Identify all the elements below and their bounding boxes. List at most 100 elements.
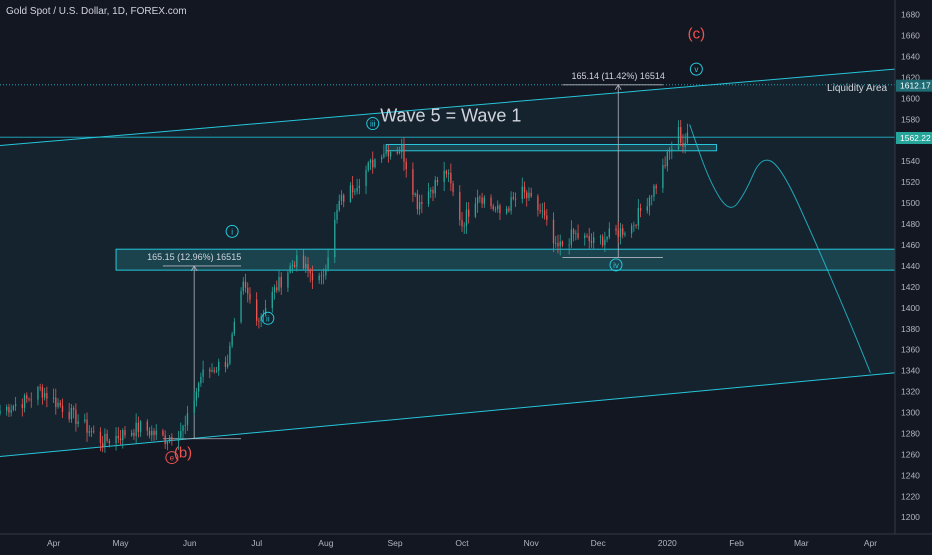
candle-body — [481, 197, 483, 204]
candle-body — [461, 219, 463, 227]
candle-body — [340, 195, 343, 201]
candle-body — [416, 193, 419, 210]
candle-body — [278, 276, 280, 291]
candle-body — [537, 196, 539, 211]
candle-body — [302, 255, 305, 269]
candle-body — [108, 440, 111, 444]
x-tick-label: Mar — [794, 538, 809, 548]
wave-circle-i — [225, 224, 239, 238]
annotation-title: Wave 5 = Wave 1 — [380, 105, 521, 125]
candle-body — [492, 206, 494, 210]
candle-body — [55, 397, 57, 407]
candle-body — [403, 144, 405, 162]
candle-body — [427, 191, 430, 205]
measure-arrow-1 — [614, 84, 622, 91]
candle-body — [622, 228, 624, 235]
candle-body — [662, 165, 664, 189]
candle-body — [305, 263, 307, 269]
candle-body — [68, 411, 70, 420]
x-tick-label: Sep — [387, 538, 402, 548]
candle-body — [264, 308, 267, 315]
wave-label: (c) — [688, 26, 706, 43]
candles-layer — [0, 119, 689, 453]
candle-body — [37, 387, 39, 400]
candle-body — [193, 400, 195, 414]
candle-body — [182, 425, 184, 432]
candle-body — [293, 264, 296, 267]
candle-body — [200, 376, 202, 384]
candle-body — [508, 208, 510, 211]
candle-body — [229, 345, 231, 364]
candle-body — [258, 320, 260, 322]
candle-body — [468, 209, 470, 217]
x-tick-label: Aug — [318, 538, 333, 548]
candle-body — [372, 159, 374, 168]
candle-body — [52, 397, 55, 399]
candle-body — [101, 443, 104, 447]
candle-body — [374, 159, 376, 168]
x-tick-label: May — [112, 538, 129, 548]
price-marker-tag — [896, 79, 932, 92]
zone-1 — [385, 143, 717, 152]
candle-body — [568, 244, 570, 246]
candle-body — [436, 180, 439, 183]
candle-body — [351, 185, 354, 193]
wave-label-v: v — [694, 65, 698, 74]
candle-body — [6, 406, 8, 411]
candle-body — [633, 225, 635, 226]
candle-body — [195, 391, 198, 401]
candle-body — [124, 430, 126, 436]
candle-body — [291, 264, 294, 267]
candle-body — [14, 404, 17, 407]
candle-body — [604, 239, 606, 246]
wave-label-iii: iii — [370, 120, 376, 129]
candle-body — [465, 209, 468, 226]
candle-body — [289, 266, 291, 273]
y-tick-label: 1640 — [901, 52, 920, 62]
candle-body — [296, 255, 298, 267]
y-tick-label: 1540 — [901, 156, 920, 166]
candle-body — [168, 436, 171, 442]
candle-body — [635, 225, 637, 226]
y-tick-label: 1440 — [901, 261, 920, 271]
candle-body — [546, 215, 548, 220]
candle-body — [452, 183, 454, 193]
candle-body — [287, 272, 289, 288]
candle-body — [445, 170, 448, 175]
candle-body — [0, 410, 1, 414]
y-tick-label: 1300 — [901, 408, 920, 418]
candle-body — [117, 435, 119, 439]
candle-body — [577, 233, 579, 238]
candle-body — [90, 431, 93, 433]
candle-body — [249, 293, 251, 300]
candle-body — [463, 225, 465, 227]
candle-body — [434, 180, 436, 194]
candle-body — [447, 172, 450, 175]
candle-body — [307, 263, 309, 270]
candle-body — [586, 235, 588, 237]
y-tick-label: 1380 — [901, 324, 920, 334]
candle-body — [543, 210, 546, 216]
candle-body — [131, 432, 133, 436]
x-tick-label: Apr — [47, 538, 60, 548]
candle-body — [86, 419, 88, 433]
candle-body — [648, 197, 651, 207]
candle-body — [512, 197, 515, 199]
candle-body — [601, 236, 604, 246]
y-tick-label: 1280 — [901, 428, 920, 438]
y-tick-label: 1460 — [901, 240, 920, 250]
candle-body — [664, 165, 666, 167]
candle-body — [61, 405, 64, 412]
candle-body — [12, 406, 15, 410]
wave-label-i: i — [231, 227, 233, 236]
measure-label: 165.15 (12.96%) 16515 — [147, 252, 241, 262]
candle-body — [338, 200, 340, 211]
candle-body — [630, 225, 633, 234]
wave-circle-iv — [609, 258, 623, 272]
price-marker-label: 1562.22 — [900, 133, 931, 143]
candle-body — [276, 287, 278, 291]
candle-body — [133, 432, 135, 436]
